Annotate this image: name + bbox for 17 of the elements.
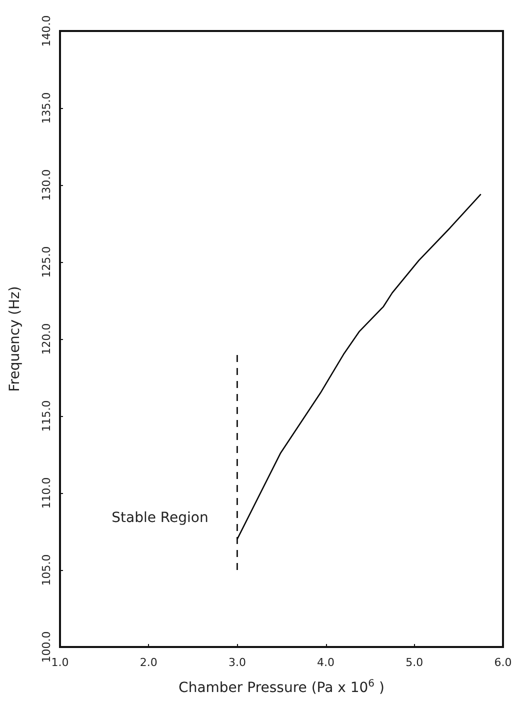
y-tick-label: 100.0: [40, 631, 53, 663]
x-tick-label: 4.0: [317, 656, 335, 669]
x-tick-label: 2.0: [140, 656, 158, 669]
x-tick-label: 5.0: [406, 656, 424, 669]
y-tick-label: 105.0: [40, 554, 53, 586]
y-axis-title: Frequency (Hz): [7, 286, 23, 392]
x-tick-label: 1.0: [51, 656, 69, 669]
x-tick-label: 3.0: [228, 656, 246, 669]
y-tick-label: 130.0: [40, 169, 53, 201]
y-tick-label: 135.0: [40, 92, 53, 124]
y-tick-label: 115.0: [40, 400, 53, 432]
x-tick-label: 6.0: [494, 656, 512, 669]
y-tick-label: 110.0: [40, 477, 53, 509]
y-tick-label: 140.0: [40, 15, 53, 47]
y-tick-label: 125.0: [40, 246, 53, 278]
y-tick-label: 120.0: [40, 323, 53, 355]
annotation: Stable Region: [112, 510, 208, 526]
